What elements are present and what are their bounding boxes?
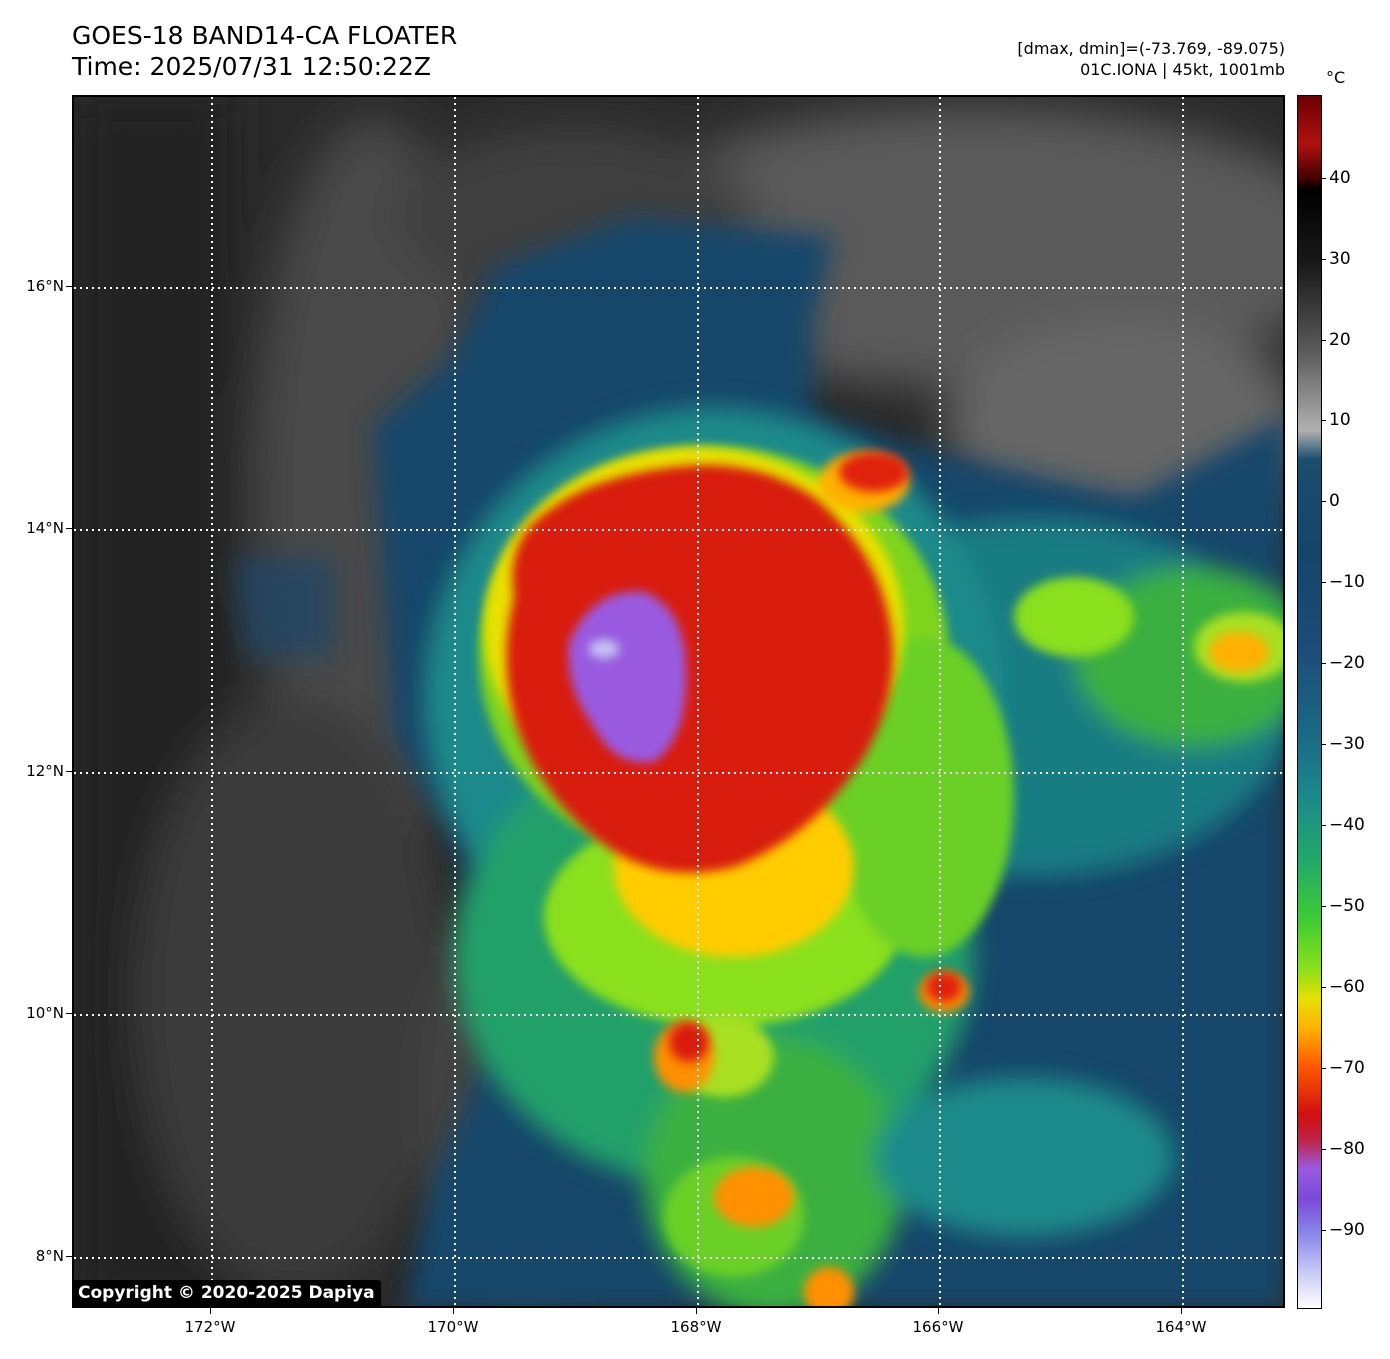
lat-tick-mark: [66, 528, 72, 529]
lon-label-164w: 164°W: [1155, 1318, 1207, 1336]
colorbar-label: 0: [1329, 491, 1340, 511]
lat-label-14n: 14°N: [26, 519, 64, 537]
colorbar-label: −10: [1329, 572, 1365, 592]
colorbar-label: 40: [1329, 168, 1351, 188]
lat-tick-mark: [66, 771, 72, 772]
lon-tick-mark: [938, 1308, 939, 1314]
colorbar-label: −60: [1329, 977, 1365, 997]
colorbar-tick-mark: [1322, 663, 1326, 664]
lat-label-8n: 8°N: [35, 1247, 64, 1265]
lon-tick-mark: [696, 1308, 697, 1314]
temperature-colorbar: [1297, 95, 1322, 1309]
colorbar-tick-mark: [1322, 987, 1326, 988]
storm-summary-text: 01C.IONA | 45kt, 1001mb: [1080, 60, 1285, 79]
coldest-cloud-tops: [568, 591, 687, 763]
colorbar-tick-mark: [1322, 744, 1326, 745]
satellite-imagery-layer: [74, 97, 1283, 1306]
colorbar-tick-mark: [1322, 906, 1326, 907]
lon-label-170w: 170°W: [427, 1318, 479, 1336]
colorbar-label: −30: [1329, 734, 1365, 754]
colorbar-tick-mark: [1322, 178, 1326, 179]
colorbar-label: 10: [1329, 410, 1351, 430]
colorbar-tick-mark: [1322, 1149, 1326, 1150]
lon-label-166w: 166°W: [912, 1318, 964, 1336]
colorbar-label: −90: [1329, 1220, 1365, 1240]
colorbar-label: −80: [1329, 1139, 1365, 1159]
colorbar-label: −50: [1329, 896, 1365, 916]
colorbar-tick-mark: [1322, 1068, 1326, 1069]
colorbar-label: 20: [1329, 330, 1351, 350]
colorbar-tick-mark: [1322, 501, 1326, 502]
colorbar-tick-mark: [1322, 259, 1326, 260]
satellite-image: [72, 95, 1285, 1308]
dmax-dmin-text: [dmax, dmin]=(-73.769, -89.075): [1017, 39, 1285, 58]
lat-tick-mark: [66, 286, 72, 287]
lat-label-16n: 16°N: [26, 277, 64, 295]
colorbar-label: 30: [1329, 249, 1351, 269]
lon-label-172w: 172°W: [184, 1318, 236, 1336]
lon-tick-mark: [1181, 1308, 1182, 1314]
colorbar-label: −20: [1329, 653, 1365, 673]
lat-label-12n: 12°N: [26, 762, 64, 780]
colorbar-unit: °C: [1326, 68, 1346, 87]
graticule: [74, 97, 1283, 1306]
lon-tick-mark: [210, 1308, 211, 1314]
colorbar-tick-mark: [1322, 825, 1326, 826]
colorbar-tick-mark: [1322, 1230, 1326, 1231]
title-line-product: GOES-18 BAND14-CA FLOATER: [72, 21, 458, 50]
colorbar-tick-mark: [1322, 340, 1326, 341]
colorbar-label: −40: [1329, 815, 1365, 835]
copyright-label: Copyright © 2020-2025 Dapiya: [72, 1280, 381, 1307]
map-title: GOES-18 BAND14-CA FLOATER Time: 2025/07/…: [72, 20, 457, 82]
lat-tick-mark: [66, 1013, 72, 1014]
central-dense-overcast: [506, 452, 962, 1062]
colorbar-tick-mark: [1322, 420, 1326, 421]
lat-tick-mark: [66, 1256, 72, 1257]
storm-info: [dmax, dmin]=(-73.769, -89.075) 01C.IONA…: [1017, 38, 1285, 80]
colorbar-label: −70: [1329, 1058, 1365, 1078]
lon-label-168w: 168°W: [670, 1318, 722, 1336]
title-line-time: Time: 2025/07/31 12:50:22Z: [72, 52, 431, 81]
lon-tick-mark: [453, 1308, 454, 1314]
colorbar-tick-mark: [1322, 582, 1326, 583]
lat-label-10n: 10°N: [26, 1004, 64, 1022]
